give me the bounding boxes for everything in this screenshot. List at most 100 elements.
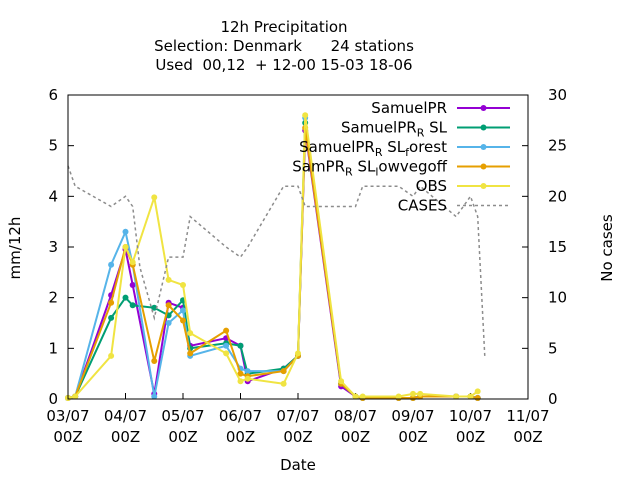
- legend-sample-point: [480, 183, 487, 189]
- data-point: [151, 194, 158, 201]
- series-obs: [65, 112, 481, 401]
- legend-label: OBS: [416, 177, 447, 195]
- data-point: [453, 393, 460, 400]
- y2-tick-label: 15: [548, 238, 567, 256]
- y2-tick-label: 10: [548, 289, 567, 307]
- x-tick-label-date: 09/07: [391, 407, 434, 425]
- data-point: [122, 294, 129, 301]
- data-point: [244, 368, 251, 375]
- x-tick-label-hour: 00Z: [283, 428, 312, 446]
- data-point: [108, 261, 115, 268]
- data-point: [237, 378, 244, 385]
- data-point: [151, 393, 158, 400]
- x-tick-label-date: 11/07: [506, 407, 549, 425]
- x-tick-label-hour: 00Z: [168, 428, 197, 446]
- data-point: [151, 304, 158, 311]
- data-point: [359, 393, 366, 400]
- data-point: [151, 358, 158, 364]
- legend-sample-point: [480, 163, 487, 170]
- data-point: [302, 112, 309, 119]
- y2-axis-label: No cases: [598, 214, 616, 282]
- data-point: [474, 388, 481, 395]
- data-point: [280, 380, 287, 387]
- y-tick-label: 6: [48, 86, 58, 104]
- y2-tick-label: 25: [548, 137, 567, 155]
- title-line-3: Used 00,12 + 12-00 15-03 18-06: [155, 56, 412, 74]
- data-point: [122, 228, 129, 235]
- x-tick-label-hour: 00Z: [226, 428, 255, 446]
- x-tick-label-date: 06/07: [219, 407, 262, 425]
- data-point: [187, 330, 194, 337]
- y-tick-label: 2: [48, 289, 58, 307]
- x-tick-label-date: 08/07: [334, 407, 377, 425]
- x-tick-label-hour: 00Z: [53, 428, 82, 446]
- axis-ticks: 0 1 2 3 4 5 6 0 5 10 15 20 25 30 03/07 00Z 04/07 00Z 05/07…: [46, 86, 567, 446]
- data-point: [108, 299, 115, 306]
- data-point: [295, 350, 301, 357]
- data-point: [129, 302, 136, 309]
- data-point: [280, 368, 287, 375]
- data-point: [72, 393, 79, 400]
- legend-label: CASES: [398, 197, 447, 215]
- legend-label: SamPRR SLlowvegoff: [292, 158, 447, 179]
- data-point: [122, 244, 129, 250]
- data-point: [237, 370, 244, 377]
- x-tick-label-date: 10/07: [449, 407, 492, 425]
- data-point: [338, 378, 345, 385]
- x-tick-label-hour: 00Z: [513, 428, 542, 446]
- data-point: [223, 342, 230, 349]
- y-tick-label: 5: [48, 137, 58, 155]
- data-point: [474, 394, 481, 401]
- legend-sample-point: [480, 124, 487, 131]
- x-tick-label-hour: 00Z: [398, 428, 427, 446]
- data-point: [180, 307, 186, 314]
- x-tick-label-date: 04/07: [104, 407, 147, 425]
- data-point: [417, 390, 424, 397]
- x-tick-label-date: 07/07: [276, 407, 319, 425]
- legend-label: SamuelPRR SLforest: [299, 138, 447, 159]
- data-point: [180, 282, 186, 288]
- legend-sample-point: [480, 105, 487, 111]
- data-point: [180, 317, 186, 324]
- data-point: [467, 393, 474, 400]
- legend-label: SamuelPR: [371, 99, 447, 117]
- data-point: [352, 393, 359, 400]
- chart-title: 12h Precipitation Selection: Denmark 24 …: [154, 18, 414, 74]
- x-axis-label: Date: [280, 456, 316, 474]
- data-point: [223, 350, 230, 357]
- x-tick-label-date: 03/07: [46, 407, 89, 425]
- data-point: [237, 342, 244, 349]
- data-point: [187, 350, 194, 357]
- y-tick-label: 3: [48, 238, 58, 256]
- data-point: [165, 276, 172, 283]
- y-tick-label: 0: [48, 390, 58, 408]
- y-tick-label: 4: [48, 187, 58, 205]
- x-tick-label-hour: 00Z: [111, 428, 140, 446]
- data-point: [108, 314, 115, 321]
- data-point: [108, 352, 115, 359]
- series-line: [67, 165, 486, 359]
- legend-label: SamuelPRR SL: [341, 119, 448, 140]
- title-line-1: 12h Precipitation: [220, 18, 347, 36]
- data-point: [410, 390, 416, 397]
- data-point: [244, 375, 251, 382]
- data-point: [165, 302, 172, 309]
- y2-tick-label: 30: [548, 86, 567, 104]
- x-tick-label-date: 05/07: [161, 407, 204, 425]
- data-point: [129, 259, 136, 266]
- y2-tick-label: 20: [548, 187, 567, 205]
- data-point: [165, 320, 172, 326]
- y2-tick-label: 5: [548, 339, 558, 357]
- plot-frame: [67, 94, 529, 400]
- y-tick-label: 1: [48, 339, 58, 357]
- series-cases: [67, 165, 486, 359]
- y-axis-label: mm/12h: [6, 217, 24, 280]
- data-point: [129, 282, 136, 288]
- title-line-2: Selection: Denmark 24 stations: [154, 37, 414, 55]
- x-tick-label-hour: 00Z: [341, 428, 370, 446]
- x-tick-label-hour: 00Z: [456, 428, 485, 446]
- data-point: [223, 327, 230, 334]
- legend-sample-point: [480, 144, 487, 150]
